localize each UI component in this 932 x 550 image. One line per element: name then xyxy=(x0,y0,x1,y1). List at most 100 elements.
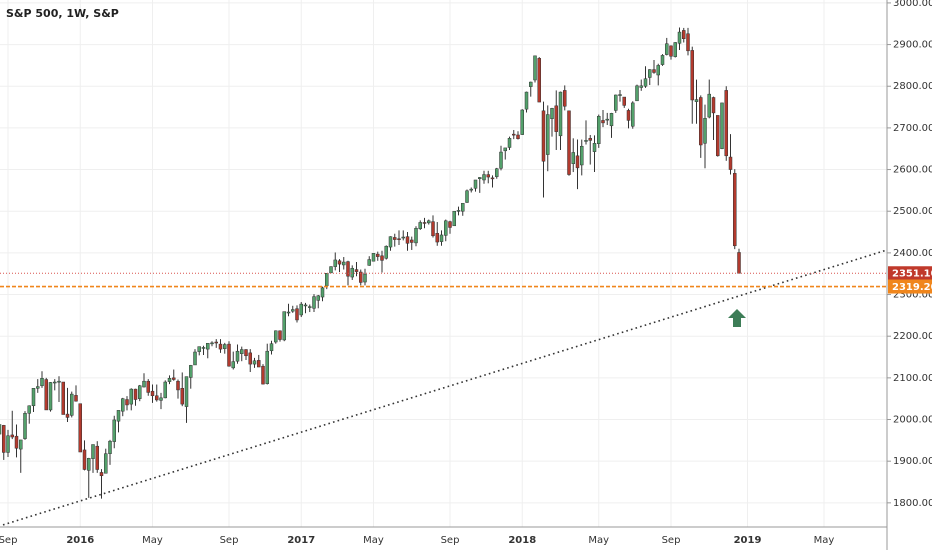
candle-body xyxy=(121,398,125,412)
y-tick-label: 2700.00 xyxy=(893,123,932,134)
candle-body xyxy=(299,303,303,316)
candle-body xyxy=(23,413,27,439)
candle-body xyxy=(694,99,699,102)
y-tick-label: 2000.00 xyxy=(893,415,932,426)
y-tick-label: 2200.00 xyxy=(893,331,932,342)
candle-body xyxy=(482,174,486,181)
candle-body xyxy=(61,381,65,415)
candle-body xyxy=(541,110,546,162)
candle-body xyxy=(112,419,116,442)
candle-body xyxy=(537,58,541,103)
candle-body xyxy=(448,221,452,228)
candle-body xyxy=(380,255,384,261)
price-badge xyxy=(888,266,932,281)
candle-body xyxy=(720,102,724,149)
candle-body xyxy=(31,388,36,407)
candle-body xyxy=(189,365,193,378)
candle-body xyxy=(235,350,240,362)
candle-body xyxy=(269,343,274,352)
candle-body xyxy=(87,458,91,471)
candle-body xyxy=(57,380,61,383)
candle-body xyxy=(354,269,359,272)
candle-body xyxy=(333,259,337,267)
candle-body xyxy=(520,109,524,135)
candle-body xyxy=(274,330,278,343)
candle-body xyxy=(252,360,257,365)
candle-body xyxy=(546,114,550,155)
candle-body xyxy=(605,118,609,121)
candle-body xyxy=(0,424,2,435)
candle-body xyxy=(248,352,252,365)
candle-body xyxy=(728,156,733,170)
candle-body xyxy=(473,179,478,189)
candle-body xyxy=(418,222,422,229)
y-tick-label: 1800.00 xyxy=(893,498,932,509)
candle-body xyxy=(439,234,444,242)
y-tick-label: 2600.00 xyxy=(893,165,932,176)
candle-body xyxy=(325,273,329,287)
candle-body xyxy=(648,69,652,78)
candle-body xyxy=(495,168,499,177)
candle-body xyxy=(10,434,14,438)
candle-body xyxy=(329,266,333,274)
candle-body xyxy=(571,152,575,164)
candle-body xyxy=(286,311,291,314)
candle-body xyxy=(218,343,223,350)
candle-body xyxy=(643,78,648,87)
candle-body xyxy=(533,55,537,81)
candle-body xyxy=(486,174,490,178)
candle-body xyxy=(461,203,465,212)
candle-body xyxy=(116,410,121,422)
candle-body xyxy=(214,341,218,344)
y-tick-label: 2400.00 xyxy=(893,248,932,259)
candle-body xyxy=(444,220,448,236)
candle-body xyxy=(308,306,312,308)
candle-body xyxy=(414,228,418,244)
candle-body xyxy=(622,96,626,106)
y-tick-label: 2800.00 xyxy=(893,81,932,92)
x-tick-label: Sep xyxy=(220,535,239,546)
candle-body xyxy=(176,380,180,391)
y-tick-label: 2100.00 xyxy=(893,373,932,384)
candle-body xyxy=(2,425,6,453)
candle-body xyxy=(337,260,342,265)
candle-body xyxy=(91,444,95,459)
candle-body xyxy=(435,233,439,243)
candle-body xyxy=(516,134,520,139)
candle-body xyxy=(172,377,176,380)
candle-body xyxy=(167,378,172,382)
candle-body xyxy=(316,295,320,301)
candle-body xyxy=(240,349,244,354)
candle-body xyxy=(282,311,286,341)
candle-body xyxy=(95,445,99,470)
candle-body xyxy=(99,472,104,477)
candle-body xyxy=(53,381,57,384)
candle-body xyxy=(503,147,507,152)
y-tick-label: 3000.00 xyxy=(893,0,932,9)
y-tick-label: 1900.00 xyxy=(893,456,932,467)
candle-body xyxy=(312,296,316,309)
candle-body xyxy=(82,449,87,470)
x-tick-label: 2016 xyxy=(66,535,94,546)
candle-body xyxy=(677,31,682,44)
candle-body xyxy=(44,379,48,411)
x-tick-label: Sep xyxy=(441,535,460,546)
candle-body xyxy=(422,222,427,224)
candle-body xyxy=(65,413,70,418)
candle-body xyxy=(350,268,354,278)
candle-body xyxy=(490,177,495,180)
candle-body xyxy=(142,380,146,388)
candle-body xyxy=(184,376,189,407)
x-tick-label: May xyxy=(142,535,163,546)
candle-body xyxy=(223,344,227,349)
candle-body xyxy=(478,177,482,179)
price-badge xyxy=(888,279,932,294)
candle-body xyxy=(244,349,248,357)
y-tick-label: 2300.00 xyxy=(893,290,932,301)
candle-body xyxy=(626,110,631,121)
candle-body xyxy=(74,395,78,402)
candle-body xyxy=(529,81,533,87)
candle-body xyxy=(465,190,469,203)
